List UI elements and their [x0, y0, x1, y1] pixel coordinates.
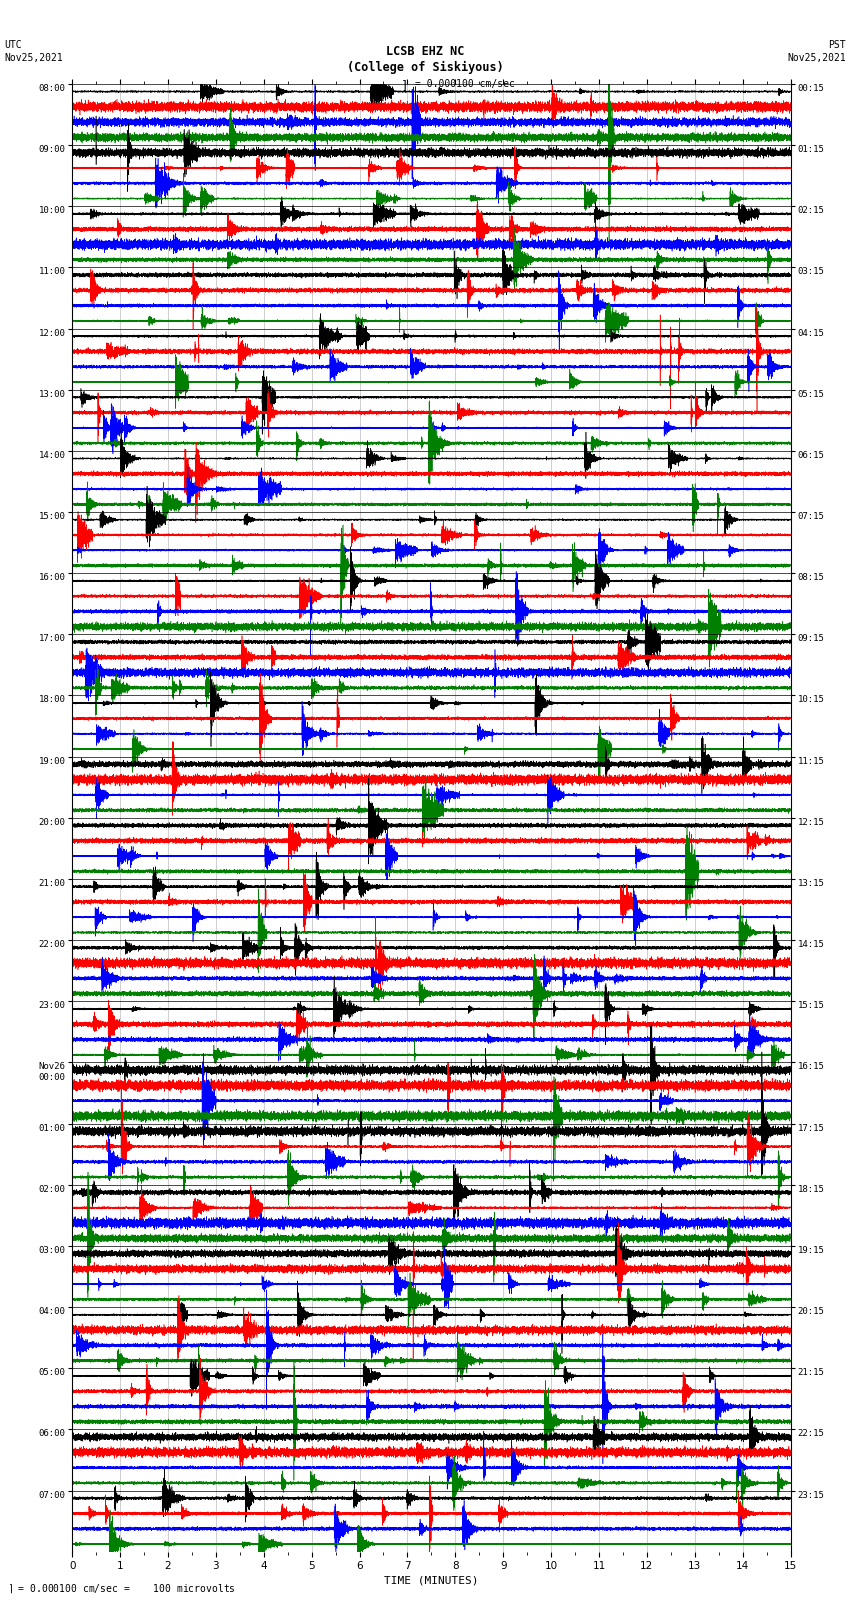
Text: $\rceil$: $\rceil$	[401, 79, 406, 95]
Text: Nov25,2021: Nov25,2021	[787, 53, 846, 63]
Text: $\rceil$ = 0.000100 cm/sec =    100 microvolts: $\rceil$ = 0.000100 cm/sec = 100 microvo…	[8, 1582, 236, 1595]
Text: UTC: UTC	[4, 40, 22, 50]
Text: LCSB EHZ NC: LCSB EHZ NC	[386, 45, 464, 58]
Text: (College of Siskiyous): (College of Siskiyous)	[347, 61, 503, 74]
Text: Nov25,2021: Nov25,2021	[4, 53, 63, 63]
Text: = 0.000100 cm/sec: = 0.000100 cm/sec	[415, 79, 514, 89]
Text: PST: PST	[828, 40, 846, 50]
X-axis label: TIME (MINUTES): TIME (MINUTES)	[384, 1576, 479, 1586]
